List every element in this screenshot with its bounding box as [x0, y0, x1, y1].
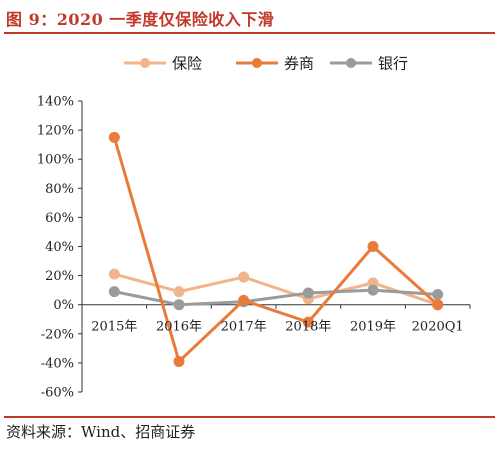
data-point — [238, 271, 250, 283]
x-tick-label: 2018年 — [285, 320, 331, 335]
y-tick-label: 140% — [37, 95, 74, 110]
legend-marker — [252, 58, 262, 68]
source-note: 资料来源：Wind、招商证券 — [6, 423, 196, 441]
legend-item-银行: 银行 — [330, 55, 408, 73]
x-tick-label: 2017年 — [221, 320, 267, 335]
series-layer — [108, 131, 444, 367]
y-tick-label: 20% — [45, 269, 74, 284]
x-tick-label: 2016年 — [156, 320, 202, 335]
y-tick-label: -60% — [41, 386, 74, 401]
data-point — [173, 286, 185, 298]
y-tick-label: -20% — [41, 327, 74, 342]
data-point — [173, 355, 185, 367]
series-line — [113, 272, 439, 307]
x-tick-labels: 2015年 2016年 2017年 2018年 2019年 2020Q1 — [91, 320, 463, 335]
data-point — [108, 286, 120, 298]
legend-label: 保险 — [172, 55, 202, 73]
data-point — [432, 299, 444, 311]
data-point — [302, 287, 314, 299]
legend-marker — [140, 58, 150, 68]
series-券商 — [108, 131, 444, 367]
y-tick-label: 40% — [45, 240, 74, 255]
y-tick-label: 120% — [37, 124, 74, 139]
series-保险 — [108, 268, 444, 311]
x-tick-label: 2015年 — [91, 320, 137, 335]
y-tick-label: 0% — [53, 298, 74, 313]
data-point — [173, 299, 185, 311]
y-tick-label: 60% — [45, 211, 74, 226]
figure-title: 图 9：2020 一季度仅保险收入下滑 — [6, 10, 275, 29]
data-point — [367, 284, 379, 296]
x-tick-label: 2020Q1 — [412, 320, 464, 335]
series-line — [112, 136, 439, 363]
y-axis: -60% -40% -20% 0% 20% 40% 60% 80% 100% 120% 140% — [37, 95, 83, 401]
legend-label: 券商 — [284, 55, 314, 73]
series-line — [114, 288, 438, 307]
data-point — [108, 131, 120, 143]
data-point — [108, 268, 120, 280]
y-tick-label: 80% — [45, 182, 74, 197]
data-point — [367, 241, 379, 252]
y-tick-label: -40% — [41, 356, 74, 371]
legend: 保险 券商 银行 — [124, 55, 408, 73]
legend-item-券商: 券商 — [236, 55, 314, 73]
data-point — [238, 294, 250, 306]
data-point — [432, 289, 444, 301]
legend-item-保险: 保险 — [124, 55, 202, 73]
data-point — [302, 316, 314, 328]
y-tick-label: 100% — [37, 153, 74, 168]
title-divider — [4, 32, 495, 34]
x-tick-label: 2019年 — [350, 320, 396, 335]
legend-marker — [346, 58, 356, 68]
x-axis — [81, 304, 471, 309]
legend-label: 银行 — [378, 55, 408, 73]
source-divider — [4, 416, 495, 418]
